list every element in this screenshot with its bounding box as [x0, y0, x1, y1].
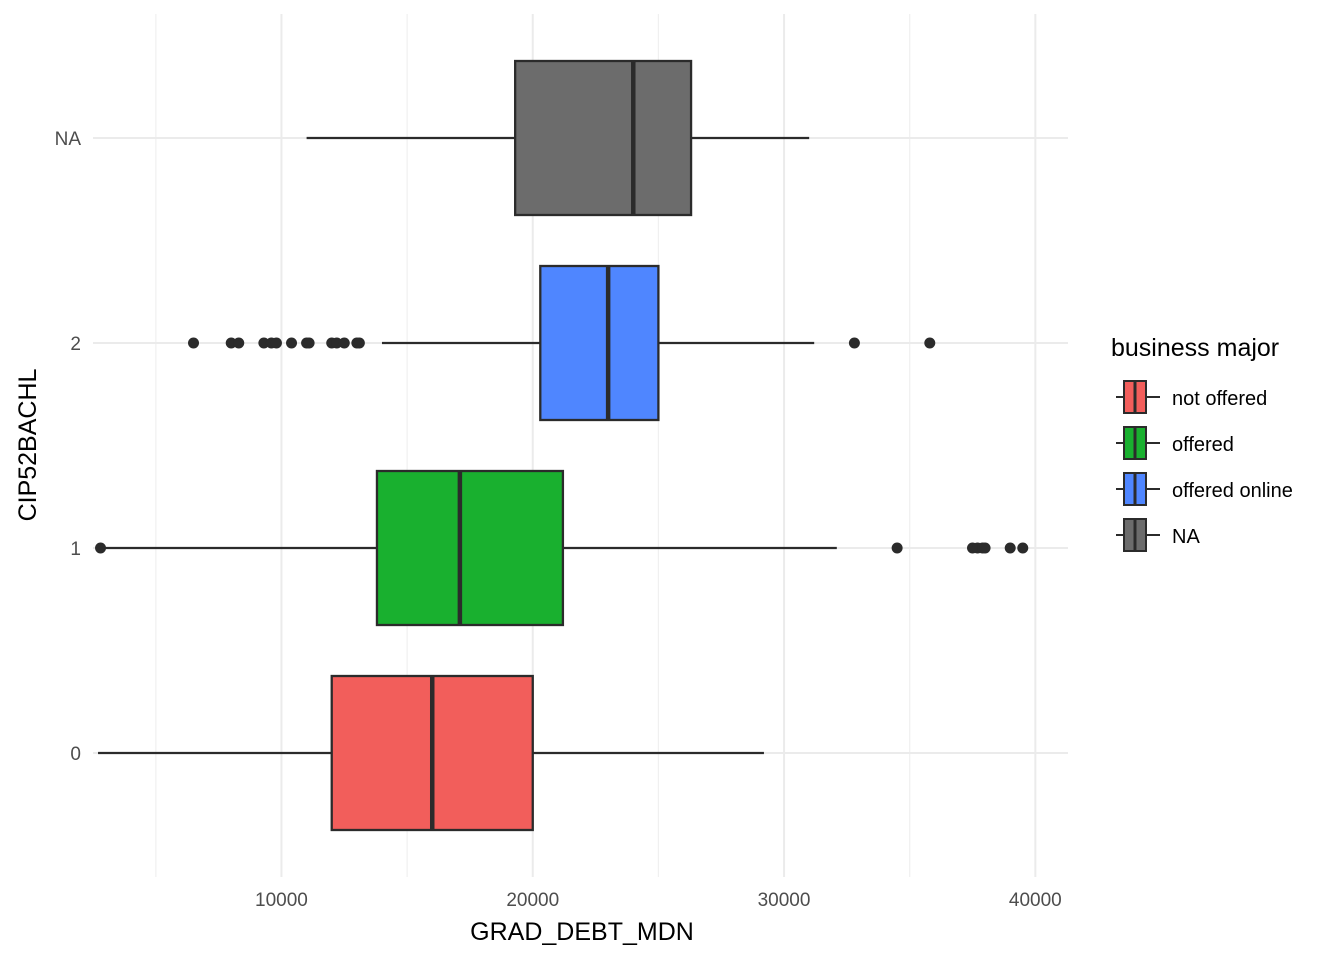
y-tick-label: 0 [70, 744, 81, 765]
legend: business major not offered offered offered… [1111, 334, 1293, 552]
legend-label: not offered [1172, 388, 1267, 410]
outlier-point [331, 337, 343, 349]
legend-entries: not offered offered offered online NA [1116, 380, 1293, 552]
x-tick-label: 10000 [255, 890, 308, 911]
outlier-point [270, 337, 282, 349]
outlier-point [303, 337, 315, 349]
y-tick-label: 1 [70, 539, 81, 560]
box-iqr [514, 59, 693, 217]
y-tick-label: NA [55, 129, 82, 150]
outlier-point [258, 337, 270, 349]
legend-entry: offered [1116, 426, 1234, 460]
outlier-point [979, 542, 991, 554]
outlier-point [188, 337, 200, 349]
outlier-point [225, 337, 237, 349]
legend-entry: not offered [1116, 380, 1267, 414]
outlier-point [848, 337, 860, 349]
outlier-point [891, 542, 903, 554]
legend-entry: NA [1116, 518, 1200, 552]
legend-label: offered [1172, 434, 1234, 456]
y-axis-tick-labels: 0 1 2 NA [55, 129, 82, 765]
outlier-point [924, 337, 936, 349]
y-tick-label: 2 [70, 334, 81, 355]
outlier-point [95, 542, 107, 554]
x-tick-label: 20000 [506, 890, 559, 911]
outlier-point [338, 337, 350, 349]
outlier-point [353, 337, 365, 349]
boxplot-0 [98, 674, 764, 832]
box-iqr [375, 469, 565, 627]
x-axis-title: GRAD_DEBT_MDN [470, 918, 694, 946]
outlier-point [286, 337, 298, 349]
boxplot-NA [306, 59, 810, 217]
box-iqr [539, 264, 660, 422]
outlier-point [233, 337, 245, 349]
x-tick-label: 40000 [1009, 890, 1062, 911]
boxplots [95, 59, 1029, 832]
legend-label: offered online [1172, 480, 1293, 502]
boxplot-1 [95, 469, 1029, 627]
x-axis-tick-labels: 10000 20000 30000 40000 [255, 890, 1062, 911]
legend-title: business major [1111, 334, 1279, 362]
boxplot-2 [188, 264, 936, 422]
legend-label: NA [1172, 526, 1200, 548]
y-axis-title: CIP52BACHL [14, 368, 42, 521]
outlier-point [1017, 542, 1029, 554]
x-tick-label: 30000 [758, 890, 811, 911]
legend-entry: offered online [1116, 472, 1293, 506]
outlier-point [1004, 542, 1016, 554]
